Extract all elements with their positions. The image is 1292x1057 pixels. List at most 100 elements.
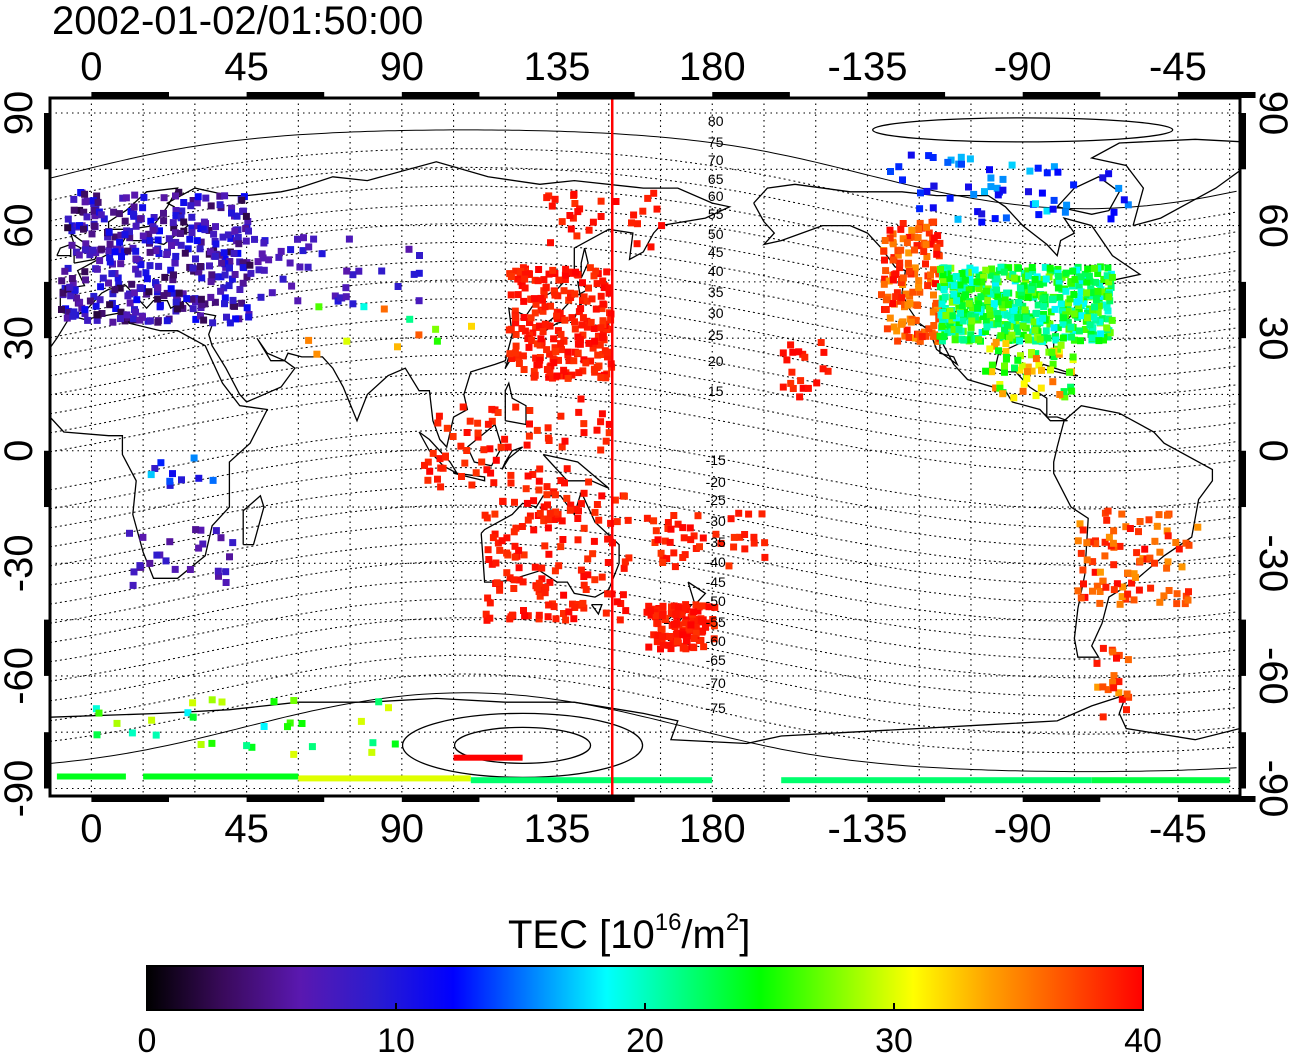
tec-pixel	[1108, 273, 1116, 281]
lon-tick-label: 180	[679, 45, 746, 89]
tec-pixel	[690, 644, 698, 652]
tec-pixel	[66, 283, 74, 291]
tec-pixel	[654, 632, 662, 639]
tec-pixel	[667, 610, 675, 617]
tec-pixel	[628, 219, 635, 227]
tec-pixel	[525, 270, 533, 278]
tec-pixel	[930, 322, 938, 329]
tec-pixel	[592, 267, 600, 275]
tec-pixel	[948, 312, 956, 320]
tec-pixel	[177, 214, 185, 222]
tec-pixel	[1105, 533, 1113, 541]
tec-pixel	[1105, 170, 1113, 178]
tec-pixel	[265, 256, 273, 264]
tec-pixel	[1075, 282, 1083, 290]
colorbar: TEC [1016/m2] 0 10 20 30 40	[138, 909, 1162, 1057]
maglat-label: 25	[708, 327, 724, 343]
frame-tick-bars	[44, 92, 1256, 802]
tec-pixel	[510, 528, 518, 536]
tec-pixel	[251, 235, 258, 243]
tec-pixel	[558, 517, 566, 525]
tec-pixel	[189, 305, 197, 313]
tec-pixel	[539, 307, 547, 315]
tec-pixel	[557, 340, 565, 348]
tec-pixel	[916, 205, 924, 213]
tec-pixel	[532, 324, 540, 331]
tec-pixel	[244, 218, 252, 225]
tec-pixel	[197, 741, 205, 748]
tec-pixel	[1024, 293, 1032, 301]
tec-pixel	[1016, 366, 1024, 374]
tec-pixel	[558, 443, 566, 451]
tec-pixel	[296, 263, 304, 271]
tec-pixel	[1032, 392, 1040, 400]
tec-pixel	[1141, 545, 1149, 553]
tec-pixel	[1001, 326, 1008, 334]
tec-pixel	[930, 234, 938, 242]
lat-tick-label-left: 90	[0, 91, 41, 136]
tec-pixel	[429, 449, 437, 457]
tec-pixel	[804, 384, 812, 392]
tec-pixel	[99, 274, 107, 282]
maglat-contour	[50, 467, 1237, 547]
tec-pixel	[177, 241, 185, 249]
tec-pixel	[1001, 362, 1008, 370]
tec-pixel	[801, 353, 809, 361]
tec-pixel	[514, 291, 522, 299]
tec-pixel	[472, 469, 480, 477]
tec-pixel	[163, 317, 171, 325]
tec-pixel	[290, 750, 298, 758]
maglat-label: -35	[706, 534, 726, 550]
tec-pixel	[925, 229, 933, 237]
tec-pixel	[938, 337, 946, 345]
tec-pixel	[540, 276, 548, 284]
tec-pixel	[521, 275, 529, 283]
tec-pixel	[544, 424, 552, 432]
frame-tick-bar	[91, 796, 169, 802]
tec-pixel	[163, 251, 171, 258]
tec-pixel	[912, 301, 920, 309]
tec-pixel	[915, 225, 923, 233]
tec-pixel	[154, 295, 162, 303]
tec-pixel	[1155, 511, 1163, 519]
maglat-contour	[50, 579, 1237, 660]
tec-pixel	[987, 183, 995, 191]
tec-pixel	[546, 509, 554, 517]
tec-pixel	[165, 235, 173, 243]
tec-pixel	[194, 193, 202, 201]
tec-pixel	[1160, 592, 1168, 600]
tec-pixel	[143, 275, 151, 283]
tec-pixel	[585, 478, 593, 486]
tec-pixel	[745, 510, 753, 518]
tec-pixel	[535, 611, 543, 619]
tec-pixel	[228, 204, 236, 212]
tec-pixel	[967, 312, 975, 320]
tec-pixel	[1105, 315, 1113, 323]
tec-pixel	[1090, 313, 1098, 321]
tec-pixel	[983, 287, 990, 295]
tec-pixel	[1061, 393, 1069, 401]
tec-pixel	[519, 352, 527, 360]
tec-pixel	[1130, 570, 1138, 578]
tec-pixel	[886, 226, 894, 234]
tec-pixel	[1032, 355, 1040, 363]
tec-pixel	[188, 224, 196, 232]
frame-tick-bar	[44, 281, 50, 339]
tec-pixel	[294, 297, 302, 305]
tec-pixel	[679, 524, 687, 532]
tec-pixel	[1056, 391, 1064, 398]
frame-tick-bar	[867, 796, 946, 802]
tec-pixel	[1172, 539, 1180, 546]
tec-pixel	[1094, 287, 1102, 295]
tec-pixel	[1089, 558, 1097, 566]
tec-pixel	[130, 289, 138, 297]
tec-pixel	[1006, 334, 1013, 342]
tec-pixel	[602, 609, 610, 617]
tec-pixel	[1031, 326, 1039, 334]
tec-pixel	[1070, 291, 1078, 298]
tec-pixel	[535, 361, 543, 369]
maglat-label: -40	[706, 554, 726, 570]
tec-pixel	[1056, 294, 1064, 301]
tec-pixel	[81, 268, 89, 276]
tec-pixel	[550, 603, 558, 611]
